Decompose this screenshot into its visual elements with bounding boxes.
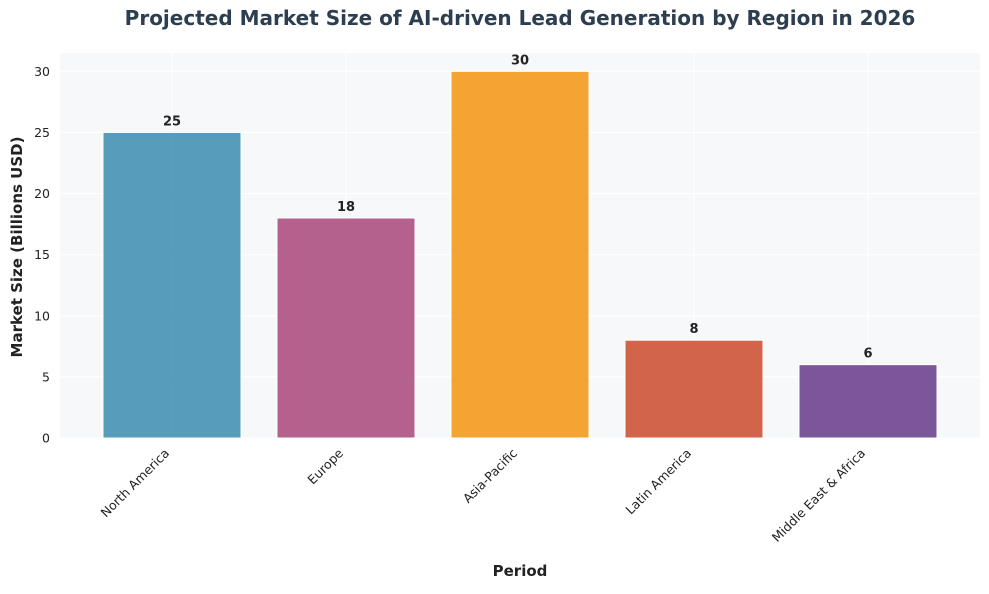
y-tick-label: 30 — [34, 64, 50, 79]
y-tick-label: 25 — [34, 125, 50, 140]
y-tick-label: 15 — [34, 247, 50, 262]
y-tick-label: 20 — [34, 186, 50, 201]
x-tick-label: Middle East & Africa — [769, 446, 868, 545]
bar-north-america — [102, 131, 242, 439]
y-tick-label: 5 — [42, 369, 50, 384]
y-axis-label: Market Size (Billions USD) — [8, 137, 26, 358]
x-tick-label: Latin America — [622, 446, 694, 518]
x-tick-label: North America — [98, 446, 173, 521]
y-axis-ticks: 0 5 10 15 20 25 30 — [34, 64, 50, 446]
x-axis-ticks: North America Europe Asia-Pacific Latin Ame… — [98, 445, 869, 545]
bar-value-label: 6 — [863, 347, 872, 362]
bar-europe — [276, 217, 416, 439]
x-tick-label: Asia-Pacific — [460, 445, 521, 506]
bar-value-label: 8 — [689, 322, 698, 337]
bar-asia-pacific — [450, 70, 590, 439]
chart-title: Projected Market Size of AI-driven Lead … — [125, 6, 916, 30]
data-labels: 25 18 30 8 6 — [163, 53, 873, 361]
y-tick-label: 0 — [42, 431, 50, 446]
bar-value-label: 18 — [337, 200, 355, 215]
bar-value-label: 25 — [163, 114, 181, 129]
x-tick-label: Europe — [304, 445, 346, 487]
bar-middle-east-africa — [798, 364, 938, 439]
x-axis-label: Period — [493, 562, 548, 580]
y-tick-label: 10 — [34, 308, 50, 323]
bar-latin-america — [624, 339, 764, 439]
bars — [102, 70, 938, 439]
bar-value-label: 30 — [511, 53, 529, 68]
